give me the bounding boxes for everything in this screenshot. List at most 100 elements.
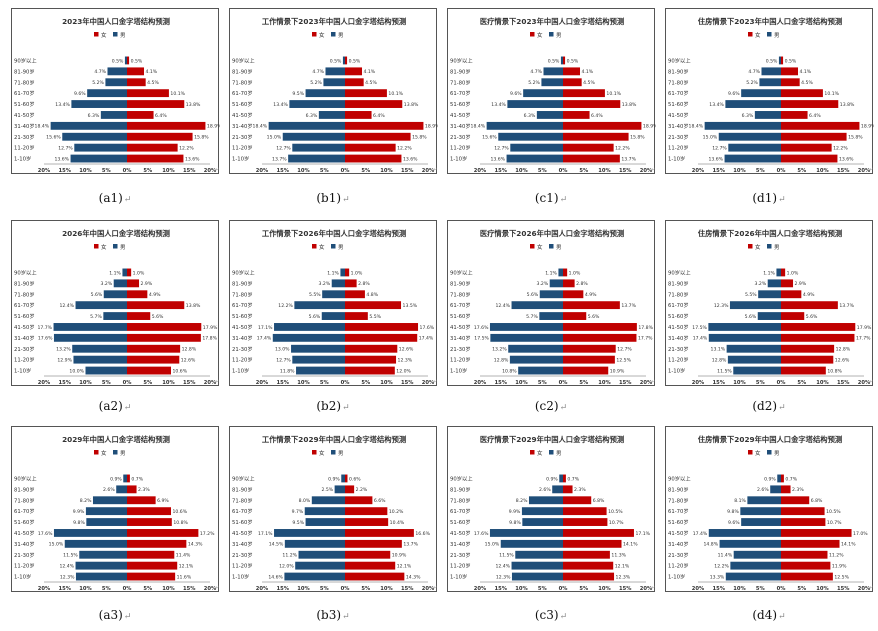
category-label: 21-30岁	[232, 345, 253, 353]
data-label-male: 12.2%	[278, 303, 293, 309]
data-label-female: 12.1%	[397, 563, 412, 569]
data-label-male: 0.9%	[328, 476, 340, 482]
legend-swatch-male	[767, 450, 772, 455]
bar-male	[718, 132, 781, 141]
x-tick-label: 0%	[123, 586, 133, 592]
bar-female	[563, 100, 621, 108]
data-label-male: 13.0%	[275, 347, 290, 353]
data-label-female: 0.7%	[131, 476, 143, 482]
data-label-female: 10.6%	[172, 509, 187, 515]
data-label-male: 5.6%	[527, 292, 539, 298]
return-mark: ↵	[869, 379, 873, 385]
x-tick-label: 20%	[474, 168, 487, 174]
bar-female	[127, 518, 172, 526]
bar-male	[508, 344, 563, 353]
data-label-male: 11.5%	[63, 553, 78, 559]
data-label-female: 0.5%	[567, 58, 579, 64]
x-tick-label: 15%	[277, 380, 290, 386]
data-label-male: 5.2%	[92, 80, 104, 86]
bar-female	[563, 529, 634, 537]
bar-male	[770, 485, 781, 494]
bar-male	[103, 312, 127, 320]
data-label-male: 13.6%	[708, 156, 723, 162]
bar-male	[321, 312, 345, 320]
data-label-male: 13.4%	[491, 102, 506, 108]
legend: 女男	[94, 31, 126, 39]
data-label-female: 2.9%	[795, 281, 807, 287]
bar-male	[777, 474, 781, 483]
category-label: 1-10岁	[450, 367, 467, 375]
bar-female	[127, 290, 148, 299]
bar-female	[127, 100, 185, 108]
bar-male	[289, 100, 345, 108]
return-mark: ↵	[869, 167, 873, 173]
x-tick-label: 0%	[777, 586, 787, 592]
bar-male	[124, 56, 127, 65]
category-label: 1-10岁	[232, 573, 249, 581]
legend-swatch-male	[113, 450, 118, 455]
data-label-male: 12.4%	[59, 563, 74, 569]
data-label-female: 14.1%	[623, 542, 638, 548]
x-tick-label: 5%	[102, 168, 112, 174]
data-label-female: 18.9%	[425, 124, 438, 130]
category-label: 41-50岁	[14, 323, 35, 331]
x-tick-label: 0%	[341, 380, 351, 386]
data-label-male: 6.3%	[306, 113, 318, 119]
category-label: 71-80岁	[668, 290, 689, 298]
bar-female	[781, 550, 828, 559]
bar-female	[781, 56, 784, 65]
bar-male	[291, 344, 345, 353]
x-tick-label: 0%	[341, 586, 351, 592]
x-tick-label: 10%	[79, 586, 92, 592]
bar-male	[85, 366, 127, 375]
data-label-female: 6.9%	[157, 498, 169, 504]
bar-male	[272, 333, 345, 342]
data-label-male: 12.2%	[714, 563, 729, 569]
bar-female	[563, 550, 610, 559]
data-label-male: 12.8%	[712, 357, 727, 363]
chart-caption: (d4)↵	[665, 608, 873, 622]
data-label-male: 14.5%	[269, 542, 284, 548]
legend-swatch-male	[767, 32, 772, 37]
data-label-male: 6.3%	[742, 113, 754, 119]
chart-caption-text: (a2)	[98, 399, 123, 413]
data-label-male: 18.4%	[471, 124, 486, 130]
bar-female	[127, 143, 178, 152]
data-label-female: 18.9%	[861, 124, 874, 130]
legend-swatch-male	[767, 244, 772, 249]
data-label-male: 5.2%	[746, 80, 758, 86]
data-label-female: 6.6%	[374, 498, 386, 504]
category-label: 71-80岁	[14, 496, 35, 504]
bar-female	[781, 132, 847, 141]
category-label: 51-60岁	[232, 312, 253, 320]
data-label-male: 15.6%	[46, 135, 61, 141]
data-label-female: 13.7%	[403, 542, 418, 548]
caption-return-mark: ↵	[559, 612, 568, 622]
data-label-male: 13.2%	[492, 347, 507, 353]
data-label-female: 0.5%	[131, 58, 143, 64]
bar-female	[127, 344, 181, 353]
data-label-female: 12.6%	[181, 357, 196, 363]
category-label: 51-60岁	[450, 312, 471, 320]
legend-swatch-female	[530, 244, 535, 249]
data-label-male: 12.4%	[495, 303, 510, 309]
x-tick-label: 20%	[422, 586, 435, 592]
data-label-female: 13.8%	[186, 102, 201, 108]
category-label: 90岁以上	[668, 56, 691, 64]
data-label-female: 13.8%	[404, 102, 419, 108]
category-label: 71-80岁	[232, 496, 253, 504]
category-label: 31-40岁	[232, 334, 253, 342]
legend-label-female: 女	[537, 449, 543, 457]
category-label: 90岁以上	[450, 268, 473, 276]
category-label: 21-30岁	[450, 345, 471, 353]
data-label-male: 9.5%	[292, 520, 304, 526]
category-label: 81-90岁	[232, 279, 253, 287]
bar-male	[509, 355, 563, 364]
bar-male	[523, 89, 563, 98]
bar-female	[563, 333, 637, 342]
data-label-female: 0.6%	[349, 476, 361, 482]
bar-male	[724, 154, 781, 163]
bar-male	[74, 143, 127, 152]
category-label: 11-20岁	[668, 356, 689, 364]
